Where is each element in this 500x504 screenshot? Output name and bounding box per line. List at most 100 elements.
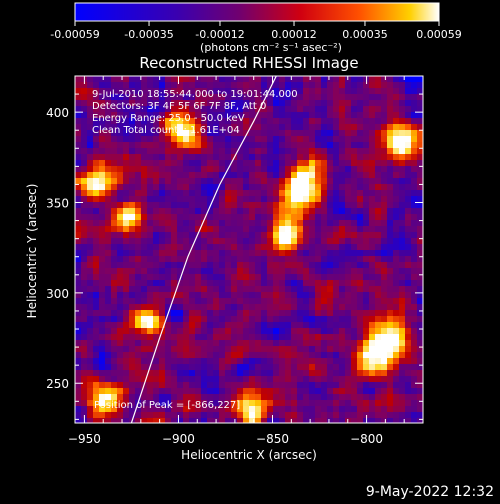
heatmap-cell: [399, 340, 406, 347]
heatmap-cell: [225, 136, 232, 143]
heatmap-cell: [165, 76, 172, 83]
heatmap-cell: [303, 88, 310, 95]
heatmap-cell: [171, 310, 178, 317]
heatmap-cell: [399, 160, 406, 167]
heatmap-cell: [87, 172, 94, 179]
heatmap-cell: [219, 382, 226, 389]
heatmap-cell: [135, 352, 142, 359]
heatmap-cell: [333, 100, 340, 107]
heatmap-cell: [345, 286, 352, 293]
heatmap-cell: [405, 220, 412, 227]
heatmap-cell: [243, 88, 250, 95]
heatmap-cell: [123, 274, 130, 281]
heatmap-cell: [339, 256, 346, 263]
heatmap-cell: [141, 346, 148, 353]
heatmap-cell: [411, 412, 418, 419]
heatmap-cell: [225, 298, 232, 305]
heatmap-cell: [375, 88, 382, 95]
heatmap-cell: [285, 298, 292, 305]
heatmap-cell: [237, 226, 244, 233]
heatmap-cell: [87, 226, 94, 233]
y-tick-label: 300: [46, 287, 69, 301]
heatmap-cell: [129, 268, 136, 275]
heatmap-cell: [345, 268, 352, 275]
heatmap-cell: [357, 316, 364, 323]
heatmap-cell: [219, 304, 226, 311]
heatmap-cell: [93, 400, 100, 407]
heatmap-cell: [111, 370, 118, 377]
heatmap-cell: [303, 322, 310, 329]
heatmap-cell: [333, 376, 340, 383]
heatmap-cell: [357, 184, 364, 191]
x-tick-label: −900: [162, 432, 195, 446]
heatmap-cell: [225, 130, 232, 137]
heatmap-cell: [225, 310, 232, 317]
heatmap-cell: [375, 328, 382, 335]
heatmap-cell: [99, 82, 106, 89]
heatmap-cell: [87, 256, 94, 263]
heatmap-cell: [225, 190, 232, 197]
heatmap-cell: [105, 298, 112, 305]
heatmap-cell: [249, 178, 256, 185]
heatmap-cell: [405, 250, 412, 257]
heatmap-cell: [261, 412, 268, 419]
heatmap-cell: [75, 208, 82, 215]
heatmap-cell: [363, 328, 370, 335]
heatmap-cell: [159, 178, 166, 185]
heatmap-cell: [255, 298, 262, 305]
heatmap-cell: [153, 232, 160, 239]
heatmap-cell: [81, 310, 88, 317]
heatmap-cell: [333, 178, 340, 185]
heatmap-cell: [141, 232, 148, 239]
heatmap-cell: [285, 202, 292, 209]
heatmap-cell: [183, 88, 190, 95]
heatmap-cell: [159, 214, 166, 221]
heatmap-cell: [327, 280, 334, 287]
heatmap-cell: [369, 298, 376, 305]
heatmap-cell: [321, 112, 328, 119]
heatmap-cell: [243, 358, 250, 365]
heatmap-cell: [411, 88, 418, 95]
heatmap-cell: [291, 118, 298, 125]
heatmap-cell: [363, 250, 370, 257]
heatmap-cell: [129, 232, 136, 239]
heatmap-cell: [213, 202, 220, 209]
heatmap-cell: [417, 142, 423, 149]
heatmap-cell: [231, 172, 238, 179]
heatmap-cell: [297, 406, 304, 413]
heatmap-cell: [381, 328, 388, 335]
heatmap-cell: [303, 292, 310, 299]
heatmap-cell: [129, 286, 136, 293]
heatmap-cell: [363, 118, 370, 125]
heatmap-cell: [243, 286, 250, 293]
heatmap-cell: [321, 142, 328, 149]
heatmap-cell: [315, 196, 322, 203]
heatmap-cell: [417, 130, 423, 137]
heatmap-cell: [207, 130, 214, 137]
heatmap-cell: [405, 262, 412, 269]
heatmap-cell: [87, 130, 94, 137]
heatmap-cell: [135, 358, 142, 365]
heatmap-cell: [99, 142, 106, 149]
heatmap-cell: [111, 124, 118, 131]
heatmap-cell: [243, 406, 250, 413]
heatmap-cell: [297, 226, 304, 233]
heatmap-cell: [123, 328, 130, 335]
heatmap-cell: [111, 346, 118, 353]
heatmap-cell: [225, 280, 232, 287]
heatmap-cell: [309, 310, 316, 317]
heatmap-cell: [357, 190, 364, 197]
heatmap-cell: [261, 214, 268, 221]
heatmap-cell: [291, 124, 298, 131]
heatmap-cell: [345, 178, 352, 185]
heatmap-cell: [153, 418, 160, 423]
heatmap-cell: [135, 280, 142, 287]
heatmap-cell: [177, 196, 184, 203]
heatmap-cell: [255, 262, 262, 269]
heatmap-cell: [153, 352, 160, 359]
heatmap-cell: [117, 208, 124, 215]
heatmap-cell: [315, 148, 322, 155]
heatmap-cell: [129, 400, 136, 407]
heatmap-cell: [213, 304, 220, 311]
heatmap-cell: [249, 304, 256, 311]
